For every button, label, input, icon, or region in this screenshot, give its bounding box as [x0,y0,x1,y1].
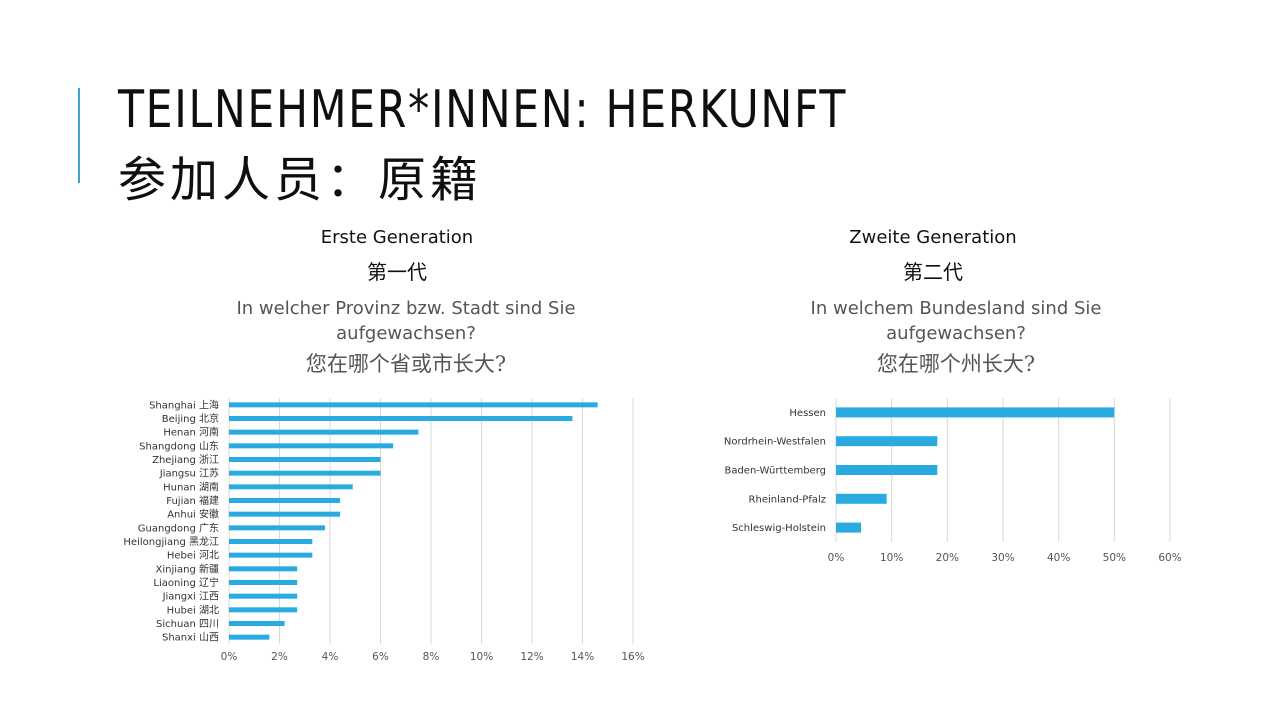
right-tick-label: 20% [936,552,959,564]
left-category-label: Anhui 安徽 [167,508,219,521]
right-category-label: Baden-Württemberg [724,466,826,477]
left-question-line2: aufgewachsen? [336,323,476,344]
left-tick-label: 6% [372,651,389,663]
right-tick-label: 50% [1103,552,1126,564]
right-category-label: Nordrhein-Westfalen [724,437,826,448]
left-category-label: Liaoning 辽宁 [153,576,219,589]
left-question-line1: In welcher Provinz bzw. Stadt sind Sie [236,298,576,319]
left-question-chinese: 您在哪个省或市长大? [305,352,507,376]
right-tick-label: 10% [880,552,903,564]
right-category-label: Schleswig-Holstein [732,523,826,534]
left-category-label: Heilongjiang 黑龙江 [123,535,219,548]
left-bar [229,470,381,476]
left-tick-label: 4% [322,651,339,663]
slide-title: TEILNEHMER*INNEN: HERKUNFT [118,80,848,140]
right-question-chinese: 您在哪个州长大? [876,352,1036,376]
left-tick-label: 10% [470,651,493,663]
left-generation-label: Erste Generation [320,227,474,248]
left-bar [229,525,325,531]
left-bar [229,621,285,626]
left-generation-label-chinese: 第一代 [367,260,427,284]
left-bar [229,498,341,503]
left-category-label: Jiangxi 江西 [162,591,219,603]
left-category-label: Xinjiang 新疆 [155,562,219,575]
left-tick-label: 16% [621,651,644,663]
right-bar [836,407,1115,418]
right-generation-label: Zweite Generation [849,227,1017,248]
left-category-label: Fujian 福建 [166,494,219,507]
left-tick-label: 14% [571,651,594,663]
left-bar [229,593,298,599]
left-bar [229,580,298,585]
left-bar [229,429,419,435]
left-bar [229,416,573,421]
left-bar [229,402,598,408]
right-generation-label-chinese: 第二代 [903,260,963,284]
left-bar [229,566,298,572]
left-category-label: Hebei 河北 [167,550,219,562]
right-bar [836,436,938,447]
right-bar [836,465,938,475]
left-bar [229,607,298,613]
left-tick-label: 12% [520,651,543,663]
right-question-line2: aufgewachsen? [886,323,1026,344]
left-category-label: Hunan 湖南 [163,480,219,493]
left-category-label: Shangdong 山东 [139,439,219,452]
left-category-label: Henan 河南 [163,426,219,439]
left-tick-label: 8% [423,651,440,663]
left-bar [229,552,313,558]
left-tick-label: 0% [221,651,238,663]
slide-title-chinese: 参加人员：原籍 [118,152,483,208]
left-bar [229,484,353,490]
left-category-label: Guangdong 广东 [138,521,219,534]
left-bar [229,511,341,517]
right-tick-label: 40% [1047,552,1070,564]
right-category-label: Rheinland-Pfalz [749,494,826,505]
left-bar [229,634,270,640]
right-tick-label: 30% [991,552,1014,564]
right-bar [836,522,862,533]
left-category-label: Sichuan 四川 [156,619,219,630]
right-category-label: Hessen [789,408,826,419]
title-accent-bar [78,88,80,183]
right-tick-label: 0% [828,552,845,564]
left-category-label: Shanghai 上海 [149,398,219,411]
left-bar [229,457,381,462]
left-category-label: Jiangsu 江苏 [159,467,219,480]
left-tick-label: 2% [271,651,288,663]
right-question-line1: In welchem Bundesland sind Sie [810,298,1102,319]
left-category-label: Zhejiang 浙江 [152,454,219,466]
left-category-label: Shanxi 山西 [162,632,219,644]
right-bar [836,493,887,504]
left-category-label: Hubei 湖北 [167,604,219,616]
left-category-label: Beijing 北京 [162,412,219,425]
left-bar [229,539,313,544]
right-tick-label: 60% [1158,552,1181,564]
left-bar [229,443,394,449]
